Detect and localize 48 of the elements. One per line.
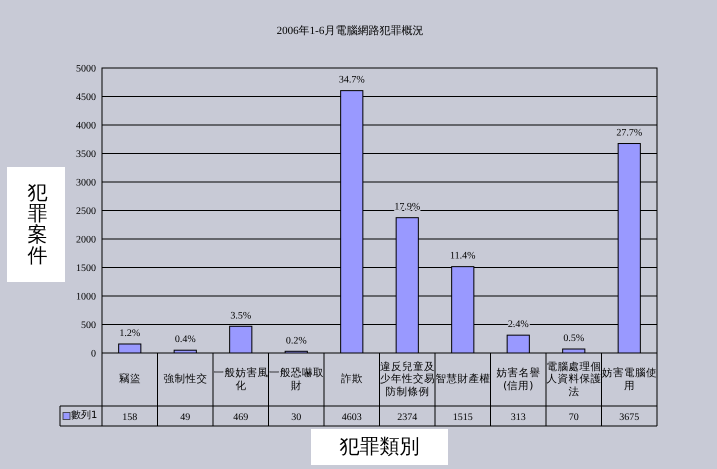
x-tick-label: 強制性交	[162, 372, 208, 388]
legend-label: 數列1	[71, 409, 98, 423]
y-tick-label: 4500	[76, 92, 96, 103]
y-tick-label: 500	[81, 320, 96, 331]
data-label: 1515	[452, 412, 473, 423]
y-tick-label: 3000	[76, 178, 96, 188]
y-tick-label: 1000	[76, 292, 96, 302]
data-label: 2374	[397, 412, 418, 423]
annotation: 17.9%	[394, 202, 420, 213]
data-label: 158	[122, 412, 138, 423]
annotation: 0.2%	[286, 335, 307, 346]
annotation: 3.5%	[230, 310, 252, 322]
data-label: 313	[510, 412, 526, 423]
x-tick-label: 智慧財產權	[435, 372, 490, 388]
bar	[506, 334, 530, 354]
x-tick-label: 一般妨害風化	[213, 366, 268, 394]
data-label: 3675	[619, 412, 640, 423]
x-tick-label: 違反兒童及少年性交易防制條例	[380, 360, 435, 400]
annotation: 11.4%	[450, 250, 476, 262]
chart-title: 2006年1-6月電腦網路犯罪概況	[276, 25, 424, 37]
data-label: 70	[568, 412, 579, 423]
data-label: 49	[180, 412, 190, 423]
y-axis-title: 犯罪案件	[26, 180, 48, 267]
x-tick-label: 竊盜	[118, 372, 142, 388]
bar	[118, 343, 142, 354]
y-tick-label: 3500	[76, 149, 96, 160]
x-tick-label: 詐欺	[340, 372, 364, 388]
x-tick-label: 妨害名譽(信用)	[495, 366, 542, 394]
x-tick-label: 電腦處理個人資料保護法	[546, 360, 602, 400]
bar	[562, 348, 586, 354]
annotation: 34.7%	[338, 74, 365, 86]
y-tick-label: 0	[91, 348, 96, 360]
x-tick-label: 一般恐嚇取財	[268, 366, 324, 394]
annotation: 0.4%	[174, 334, 196, 346]
x-axis-title: 犯罪類別	[338, 433, 420, 459]
data-label: 30	[291, 412, 302, 423]
y-tick-label: 2500	[76, 206, 96, 217]
y-tick-label: 5000	[76, 64, 96, 74]
y-tick-label: 4000	[76, 120, 96, 132]
data-label: 4603	[342, 412, 362, 423]
x-tick-label: 妨害電腦使用	[602, 366, 657, 394]
annotation: 27.7%	[616, 128, 642, 139]
annotation: 1.2%	[119, 328, 140, 339]
annotation: 0.5%	[563, 333, 584, 344]
y-tick-label: 1500	[76, 263, 96, 274]
bar	[174, 350, 197, 354]
y-tick-label: 2000	[76, 234, 96, 246]
data-label: 469	[233, 412, 248, 423]
